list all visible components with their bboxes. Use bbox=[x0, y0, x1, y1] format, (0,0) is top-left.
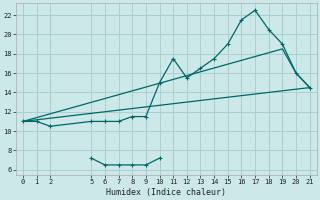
X-axis label: Humidex (Indice chaleur): Humidex (Indice chaleur) bbox=[106, 188, 226, 197]
